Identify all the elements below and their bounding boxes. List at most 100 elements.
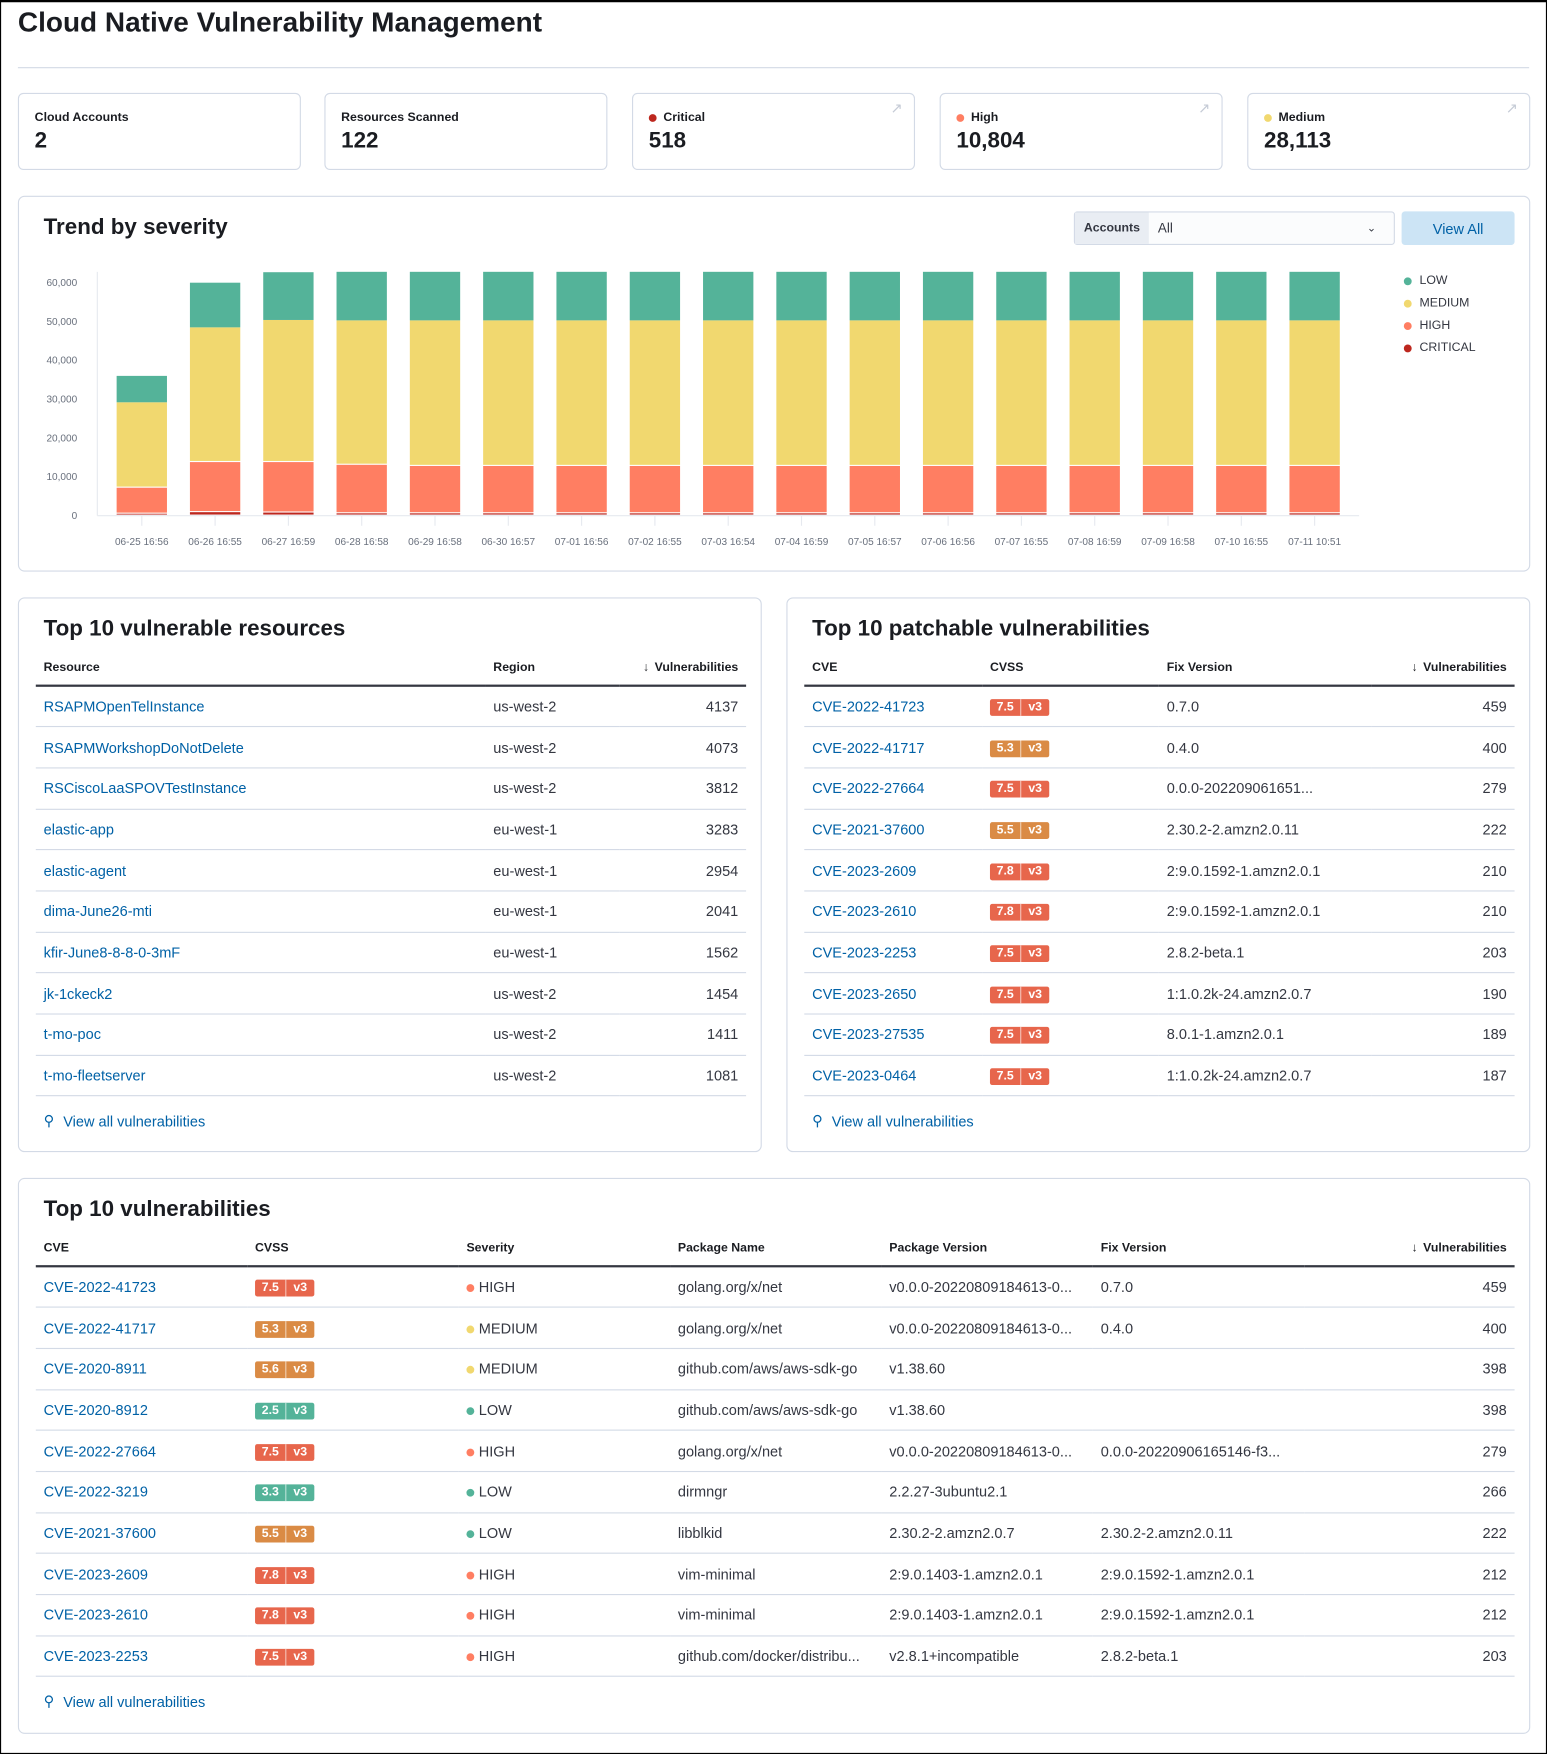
bar-segment-critical[interactable]	[1142, 513, 1194, 515]
legend-item[interactable]: HIGH	[1403, 314, 1476, 336]
resource-link[interactable]: RSCiscoLaaSPOVTestInstance	[43, 779, 247, 797]
legend-item[interactable]: CRITICAL	[1403, 337, 1476, 359]
bar-segment-medium[interactable]	[336, 320, 387, 464]
cve-link[interactable]: CVE-2023-2609	[43, 1565, 148, 1583]
expand-arrow-icon[interactable]: ↗	[1505, 99, 1518, 117]
view-all-link[interactable]: ⚲ View all vulnerabilities	[43, 1692, 206, 1710]
bar-segment-critical[interactable]	[263, 512, 314, 515]
cve-link[interactable]: CVE-2023-2609	[812, 861, 917, 879]
bar-segment-critical[interactable]	[703, 513, 754, 515]
bar-segment-medium[interactable]	[922, 320, 974, 465]
resource-link[interactable]: jk-1ckeck2	[43, 985, 113, 1002]
view-all-link[interactable]: ⚲ View all vulnerabilities	[812, 1111, 974, 1130]
bar-segment-critical[interactable]	[483, 513, 534, 515]
bar-segment-low[interactable]	[703, 271, 754, 321]
column-header[interactable]: Fix Version	[1158, 649, 1372, 687]
cve-link[interactable]: CVE-2020-8911	[43, 1360, 147, 1378]
bar-segment-medium[interactable]	[629, 320, 681, 465]
column-header[interactable]: Region	[485, 649, 620, 687]
resource-link[interactable]: kfir-June8-8-8-0-3mF	[43, 944, 181, 961]
bar-segment-high[interactable]	[263, 462, 314, 512]
stat-card-critical[interactable]: Critical 518 ↗	[632, 92, 916, 171]
bar-segment-critical[interactable]	[336, 513, 387, 515]
resource-link[interactable]: t-mo-poc	[43, 1026, 102, 1043]
resource-link[interactable]: elastic-agent	[43, 861, 127, 879]
cve-link[interactable]: CVE-2023-2610	[812, 903, 917, 920]
bar-segment-medium[interactable]	[1216, 320, 1267, 465]
bar-segment-medium[interactable]	[1142, 320, 1194, 465]
resource-link[interactable]: dima-June26-mti	[43, 903, 152, 920]
column-header[interactable]: Package Version	[881, 1230, 1093, 1268]
cve-link[interactable]: CVE-2020-8912	[43, 1401, 148, 1419]
bar-segment-critical[interactable]	[1289, 513, 1340, 515]
bar-segment-critical[interactable]	[849, 513, 900, 515]
bar-segment-critical[interactable]	[189, 512, 241, 515]
cve-link[interactable]: CVE-2021-37600	[43, 1524, 157, 1542]
bar-segment-high[interactable]	[776, 465, 827, 513]
bar-segment-high[interactable]	[1216, 465, 1267, 513]
bar-segment-medium[interactable]	[776, 320, 827, 465]
bar-segment-low[interactable]	[849, 271, 900, 321]
expand-arrow-icon[interactable]: ↗	[890, 99, 903, 117]
bar-segment-low[interactable]	[483, 271, 534, 321]
cve-link[interactable]: CVE-2022-41717	[812, 738, 925, 756]
bar-segment-low[interactable]	[629, 271, 681, 321]
bar-segment-medium[interactable]	[263, 319, 314, 461]
column-header[interactable]: CVSS	[247, 1230, 459, 1268]
cve-link[interactable]: CVE-2022-3219	[43, 1483, 148, 1501]
column-header[interactable]: ↓ Vulnerabilities	[619, 649, 747, 687]
bar-segment-high[interactable]	[996, 465, 1047, 513]
resource-link[interactable]: RSAPMWorkshopDoNotDelete	[43, 738, 244, 756]
bar-segment-medium[interactable]	[556, 320, 607, 465]
column-header[interactable]: Resource	[35, 649, 486, 687]
bar-segment-low[interactable]	[996, 271, 1047, 321]
bar-segment-medium[interactable]	[409, 320, 461, 465]
bar-segment-high[interactable]	[1142, 465, 1194, 513]
resource-link[interactable]: elastic-app	[43, 820, 114, 838]
bar-segment-medium[interactable]	[116, 402, 167, 487]
column-header[interactable]: Fix Version	[1092, 1230, 1305, 1268]
bar-segment-low[interactable]	[1289, 271, 1340, 321]
resource-link[interactable]: t-mo-fleetserver	[43, 1067, 146, 1084]
bar-segment-low[interactable]	[922, 271, 974, 321]
bar-segment-high[interactable]	[849, 465, 900, 513]
bar-segment-medium[interactable]	[703, 320, 754, 465]
bar-segment-critical[interactable]	[996, 513, 1047, 515]
bar-segment-high[interactable]	[336, 464, 387, 513]
bar-segment-high[interactable]	[703, 465, 754, 513]
bar-segment-high[interactable]	[1289, 465, 1340, 513]
bar-segment-medium[interactable]	[1069, 320, 1120, 465]
bar-segment-medium[interactable]	[996, 320, 1047, 465]
bar-segment-low[interactable]	[1142, 271, 1194, 321]
stat-card-medium[interactable]: Medium 28,113 ↗	[1247, 92, 1531, 171]
cve-link[interactable]: CVE-2022-27664	[43, 1442, 157, 1460]
bar-segment-medium[interactable]	[1289, 320, 1340, 465]
column-header[interactable]: Package Name	[670, 1230, 882, 1268]
bar-segment-high[interactable]	[409, 465, 461, 513]
bar-segment-critical[interactable]	[922, 513, 974, 515]
cve-link[interactable]: CVE-2023-0464	[812, 1067, 917, 1084]
bar-segment-critical[interactable]	[1216, 513, 1267, 515]
bar-segment-critical[interactable]	[776, 513, 827, 515]
bar-segment-critical[interactable]	[409, 513, 461, 515]
bar-segment-medium[interactable]	[189, 327, 241, 461]
bar-segment-high[interactable]	[629, 465, 681, 513]
column-header[interactable]: CVSS	[982, 649, 1159, 687]
bar-segment-high[interactable]	[189, 462, 241, 512]
bar-segment-high[interactable]	[116, 487, 167, 513]
cve-link[interactable]: CVE-2023-27535	[812, 1026, 925, 1043]
bar-segment-high[interactable]	[483, 465, 534, 513]
column-header[interactable]: Severity	[458, 1230, 671, 1268]
resource-link[interactable]: RSAPMOpenTelInstance	[43, 698, 205, 715]
column-header[interactable]: CVE	[804, 649, 983, 687]
cve-link[interactable]: CVE-2023-2610	[43, 1606, 148, 1624]
column-header[interactable]: ↓ Vulnerabilities	[1371, 649, 1515, 687]
legend-item[interactable]: MEDIUM	[1403, 292, 1476, 314]
bar-segment-high[interactable]	[1069, 465, 1120, 513]
bar-segment-low[interactable]	[409, 271, 461, 321]
bar-segment-low[interactable]	[1069, 271, 1120, 321]
cve-link[interactable]: CVE-2023-2253	[812, 944, 917, 961]
bar-segment-critical[interactable]	[1069, 513, 1120, 515]
cve-link[interactable]: CVE-2023-2253	[43, 1647, 148, 1665]
cve-link[interactable]: CVE-2023-2650	[812, 985, 917, 1002]
